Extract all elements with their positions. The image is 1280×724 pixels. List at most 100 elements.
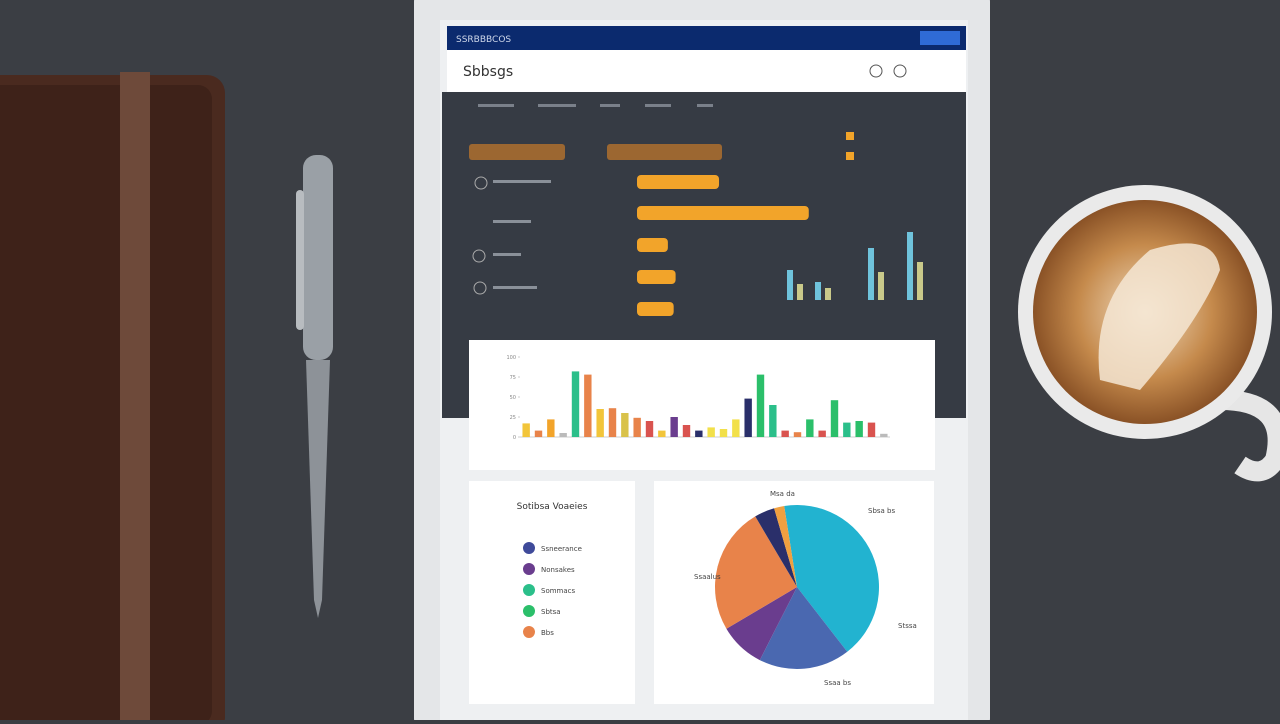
nav bbox=[478, 104, 713, 107]
legend-dot bbox=[523, 626, 535, 638]
y-tick-label: 50 bbox=[510, 395, 516, 401]
pie-label: Ssaalus bbox=[694, 573, 721, 581]
bar bbox=[547, 419, 555, 437]
bar bbox=[843, 422, 851, 437]
icon[interactable] bbox=[893, 64, 907, 78]
bar bbox=[719, 429, 728, 437]
pie-slice bbox=[755, 508, 797, 587]
legend-label: Sbtsa bbox=[541, 608, 561, 616]
bar bbox=[818, 430, 826, 437]
bar bbox=[571, 371, 580, 437]
text-line bbox=[493, 286, 537, 289]
pie-label: Sbsa bs bbox=[868, 507, 895, 515]
bar bbox=[793, 432, 802, 437]
y-tick-label: 25 bbox=[510, 415, 516, 421]
text-line bbox=[493, 253, 521, 256]
legend-label: Nonsakes bbox=[541, 566, 575, 574]
pie-label: Ssaa bs bbox=[824, 679, 851, 687]
bar bbox=[825, 288, 831, 300]
bar bbox=[815, 282, 821, 300]
bar bbox=[732, 419, 740, 437]
text-line bbox=[493, 220, 531, 223]
bar bbox=[522, 423, 530, 437]
bar bbox=[559, 433, 567, 437]
bar bbox=[830, 400, 839, 437]
y-tick-label: 0 bbox=[513, 435, 516, 441]
bar bbox=[917, 262, 923, 300]
bar-card bbox=[469, 340, 935, 470]
legend-swatch bbox=[846, 132, 854, 140]
side-info bbox=[472, 176, 551, 295]
bar bbox=[867, 422, 876, 437]
bar bbox=[806, 419, 814, 437]
legend-dot bbox=[523, 605, 535, 617]
charts: Ssneerance Nonsakes Sommacs Sbtsa Bbs 0 25 50 75… bbox=[506, 175, 923, 687]
nav-item[interactable] bbox=[600, 104, 620, 107]
bar bbox=[608, 408, 617, 437]
notebook-cover bbox=[0, 85, 212, 724]
bar bbox=[637, 270, 676, 284]
y-tick-label: 100 bbox=[506, 355, 516, 361]
nav-item[interactable] bbox=[538, 104, 576, 107]
pen-clip bbox=[296, 190, 304, 330]
pen-cap bbox=[303, 155, 333, 360]
icon[interactable] bbox=[869, 64, 883, 78]
bar bbox=[907, 232, 913, 300]
bar bbox=[707, 427, 715, 437]
legend-dot bbox=[523, 584, 535, 596]
bar bbox=[658, 430, 666, 437]
card-title: Sotibsa Voaeies bbox=[517, 502, 588, 512]
bar bbox=[756, 374, 765, 437]
bar bbox=[645, 421, 654, 437]
bar bbox=[596, 409, 604, 437]
bar bbox=[880, 433, 888, 437]
pie-slice bbox=[714, 516, 797, 629]
nav-item[interactable] bbox=[697, 104, 713, 107]
pen-body bbox=[306, 360, 330, 618]
pie-label: Stssa bbox=[898, 622, 917, 630]
legend-dot bbox=[523, 563, 535, 575]
pie-slice bbox=[784, 505, 879, 652]
icon bbox=[472, 249, 486, 263]
legend-swatch bbox=[846, 152, 854, 160]
legend-dot bbox=[523, 542, 535, 554]
bar bbox=[695, 430, 703, 437]
top-bar bbox=[447, 26, 966, 50]
bar bbox=[633, 417, 641, 437]
header bbox=[447, 50, 966, 92]
brand: Sbbsgs bbox=[463, 64, 513, 80]
bar bbox=[637, 302, 674, 316]
icon bbox=[474, 176, 488, 190]
filter[interactable] bbox=[469, 144, 565, 160]
nav-item[interactable] bbox=[645, 104, 671, 107]
bar bbox=[781, 430, 789, 437]
top-button[interactable] bbox=[920, 31, 960, 45]
legend-label: Bbs bbox=[541, 629, 554, 637]
bar bbox=[744, 398, 752, 437]
bar bbox=[855, 421, 863, 437]
bar bbox=[797, 284, 803, 300]
bar bbox=[878, 272, 884, 300]
bar bbox=[637, 238, 668, 252]
legend-card bbox=[469, 481, 635, 704]
bar bbox=[584, 374, 592, 437]
bar bbox=[637, 206, 809, 220]
icon bbox=[473, 281, 487, 295]
pie-slice bbox=[726, 587, 797, 661]
cup-handle bbox=[1219, 390, 1280, 482]
y-tick-label: 75 bbox=[510, 375, 516, 381]
filter[interactable] bbox=[607, 144, 722, 160]
bar bbox=[769, 405, 777, 437]
bar bbox=[868, 248, 874, 300]
bar bbox=[534, 430, 543, 437]
bar bbox=[670, 417, 678, 437]
bar bbox=[787, 270, 793, 300]
latte-art bbox=[1098, 243, 1220, 390]
bar bbox=[621, 413, 629, 437]
text-line bbox=[493, 180, 551, 183]
top-bar-text: SSRBBBCOS bbox=[456, 35, 511, 45]
nav-item[interactable] bbox=[478, 104, 514, 107]
bar bbox=[682, 425, 691, 437]
pie-slice bbox=[759, 587, 848, 669]
